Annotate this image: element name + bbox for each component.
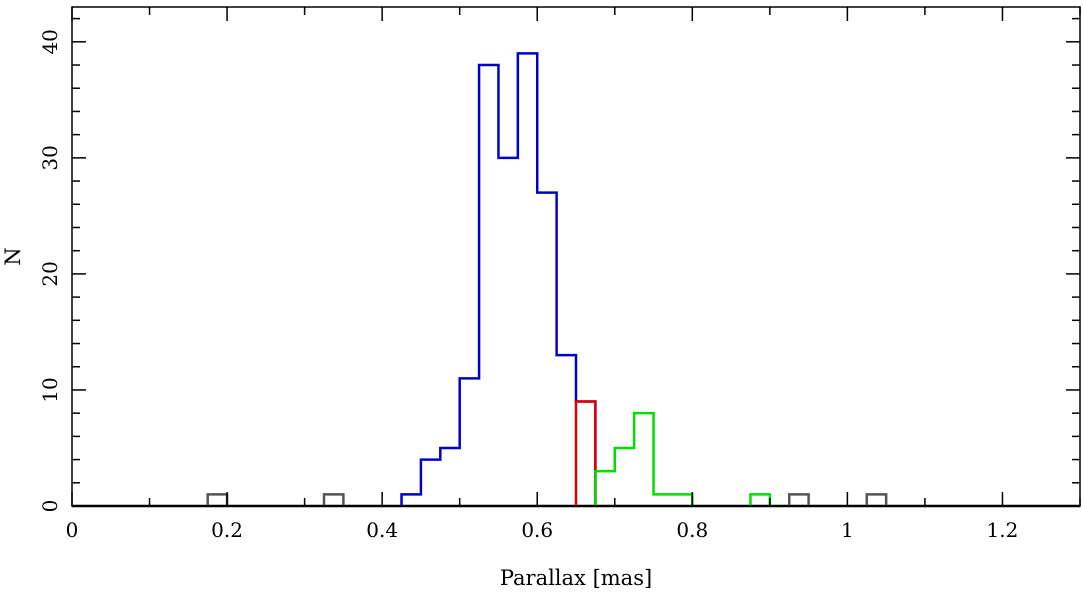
histogram-series-2 [594, 411, 772, 506]
x-tick-label: 0.2 [211, 518, 243, 542]
histogram-series-0 [400, 52, 597, 506]
tick-labels-layer: 0 0.2 0.4 0.6 0.8 1 1.2 0 10 20 30 40 [38, 29, 1018, 542]
y-tick-label: 40 [38, 29, 62, 54]
x-tick-label: 0.6 [521, 518, 553, 542]
ticks-layer [71, 7, 1081, 507]
x-axis-title: Parallax [mas] [500, 566, 652, 590]
x-tick-label: 0 [66, 518, 79, 542]
y-tick-label: 10 [38, 377, 62, 402]
y-axis-title: N [1, 247, 25, 265]
histogram-series-3 [206, 493, 888, 506]
histogram-series-1 [574, 400, 597, 506]
x-tick-label: 0.8 [676, 518, 708, 542]
y-tick-label: 30 [38, 145, 62, 170]
x-tick-label: 1.2 [987, 518, 1019, 542]
y-tick-label: 0 [38, 500, 62, 513]
plot-frame [71, 6, 1081, 507]
y-tick-label: 20 [38, 261, 62, 286]
x-tick-label: 0.4 [366, 518, 398, 542]
x-tick-label: 1 [841, 518, 854, 542]
series-layer [72, 52, 1080, 508]
